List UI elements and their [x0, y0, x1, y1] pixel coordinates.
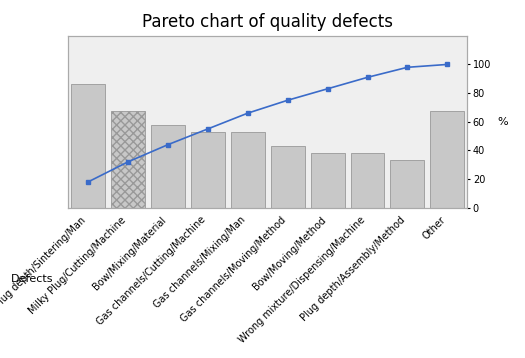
Text: Bow/Mixing/Material: Bow/Mixing/Material: [91, 215, 168, 292]
Bar: [271, 146, 304, 208]
Bar: [151, 125, 185, 208]
Text: Gas channels/Moving/Method: Gas channels/Moving/Method: [178, 215, 288, 324]
Bar: [311, 153, 344, 208]
Text: Plug depth/Assembly/Method: Plug depth/Assembly/Method: [299, 215, 407, 323]
Text: Other: Other: [421, 215, 447, 242]
Title: Pareto chart of quality defects: Pareto chart of quality defects: [142, 14, 393, 32]
Text: Plug depth/Sintering/Man: Plug depth/Sintering/Man: [0, 215, 88, 310]
Bar: [391, 160, 424, 208]
Bar: [111, 111, 145, 208]
Bar: [430, 111, 464, 208]
Text: Wrong mixture/Dispensing/Machine: Wrong mixture/Dispensing/Machine: [237, 215, 368, 345]
Text: Gas channels/Cutting/Machine: Gas channels/Cutting/Machine: [96, 215, 208, 328]
Bar: [71, 84, 105, 208]
Text: Defects: Defects: [10, 274, 53, 284]
Text: Gas channels/Mixing/Man: Gas channels/Mixing/Man: [152, 215, 248, 310]
Bar: [351, 153, 384, 208]
Bar: [231, 132, 265, 208]
Text: Bow/Moving/Method: Bow/Moving/Method: [250, 215, 328, 292]
Y-axis label: %: %: [497, 117, 508, 127]
Bar: [191, 132, 225, 208]
Text: Milky Plug/Cutting/Machine: Milky Plug/Cutting/Machine: [27, 215, 128, 316]
